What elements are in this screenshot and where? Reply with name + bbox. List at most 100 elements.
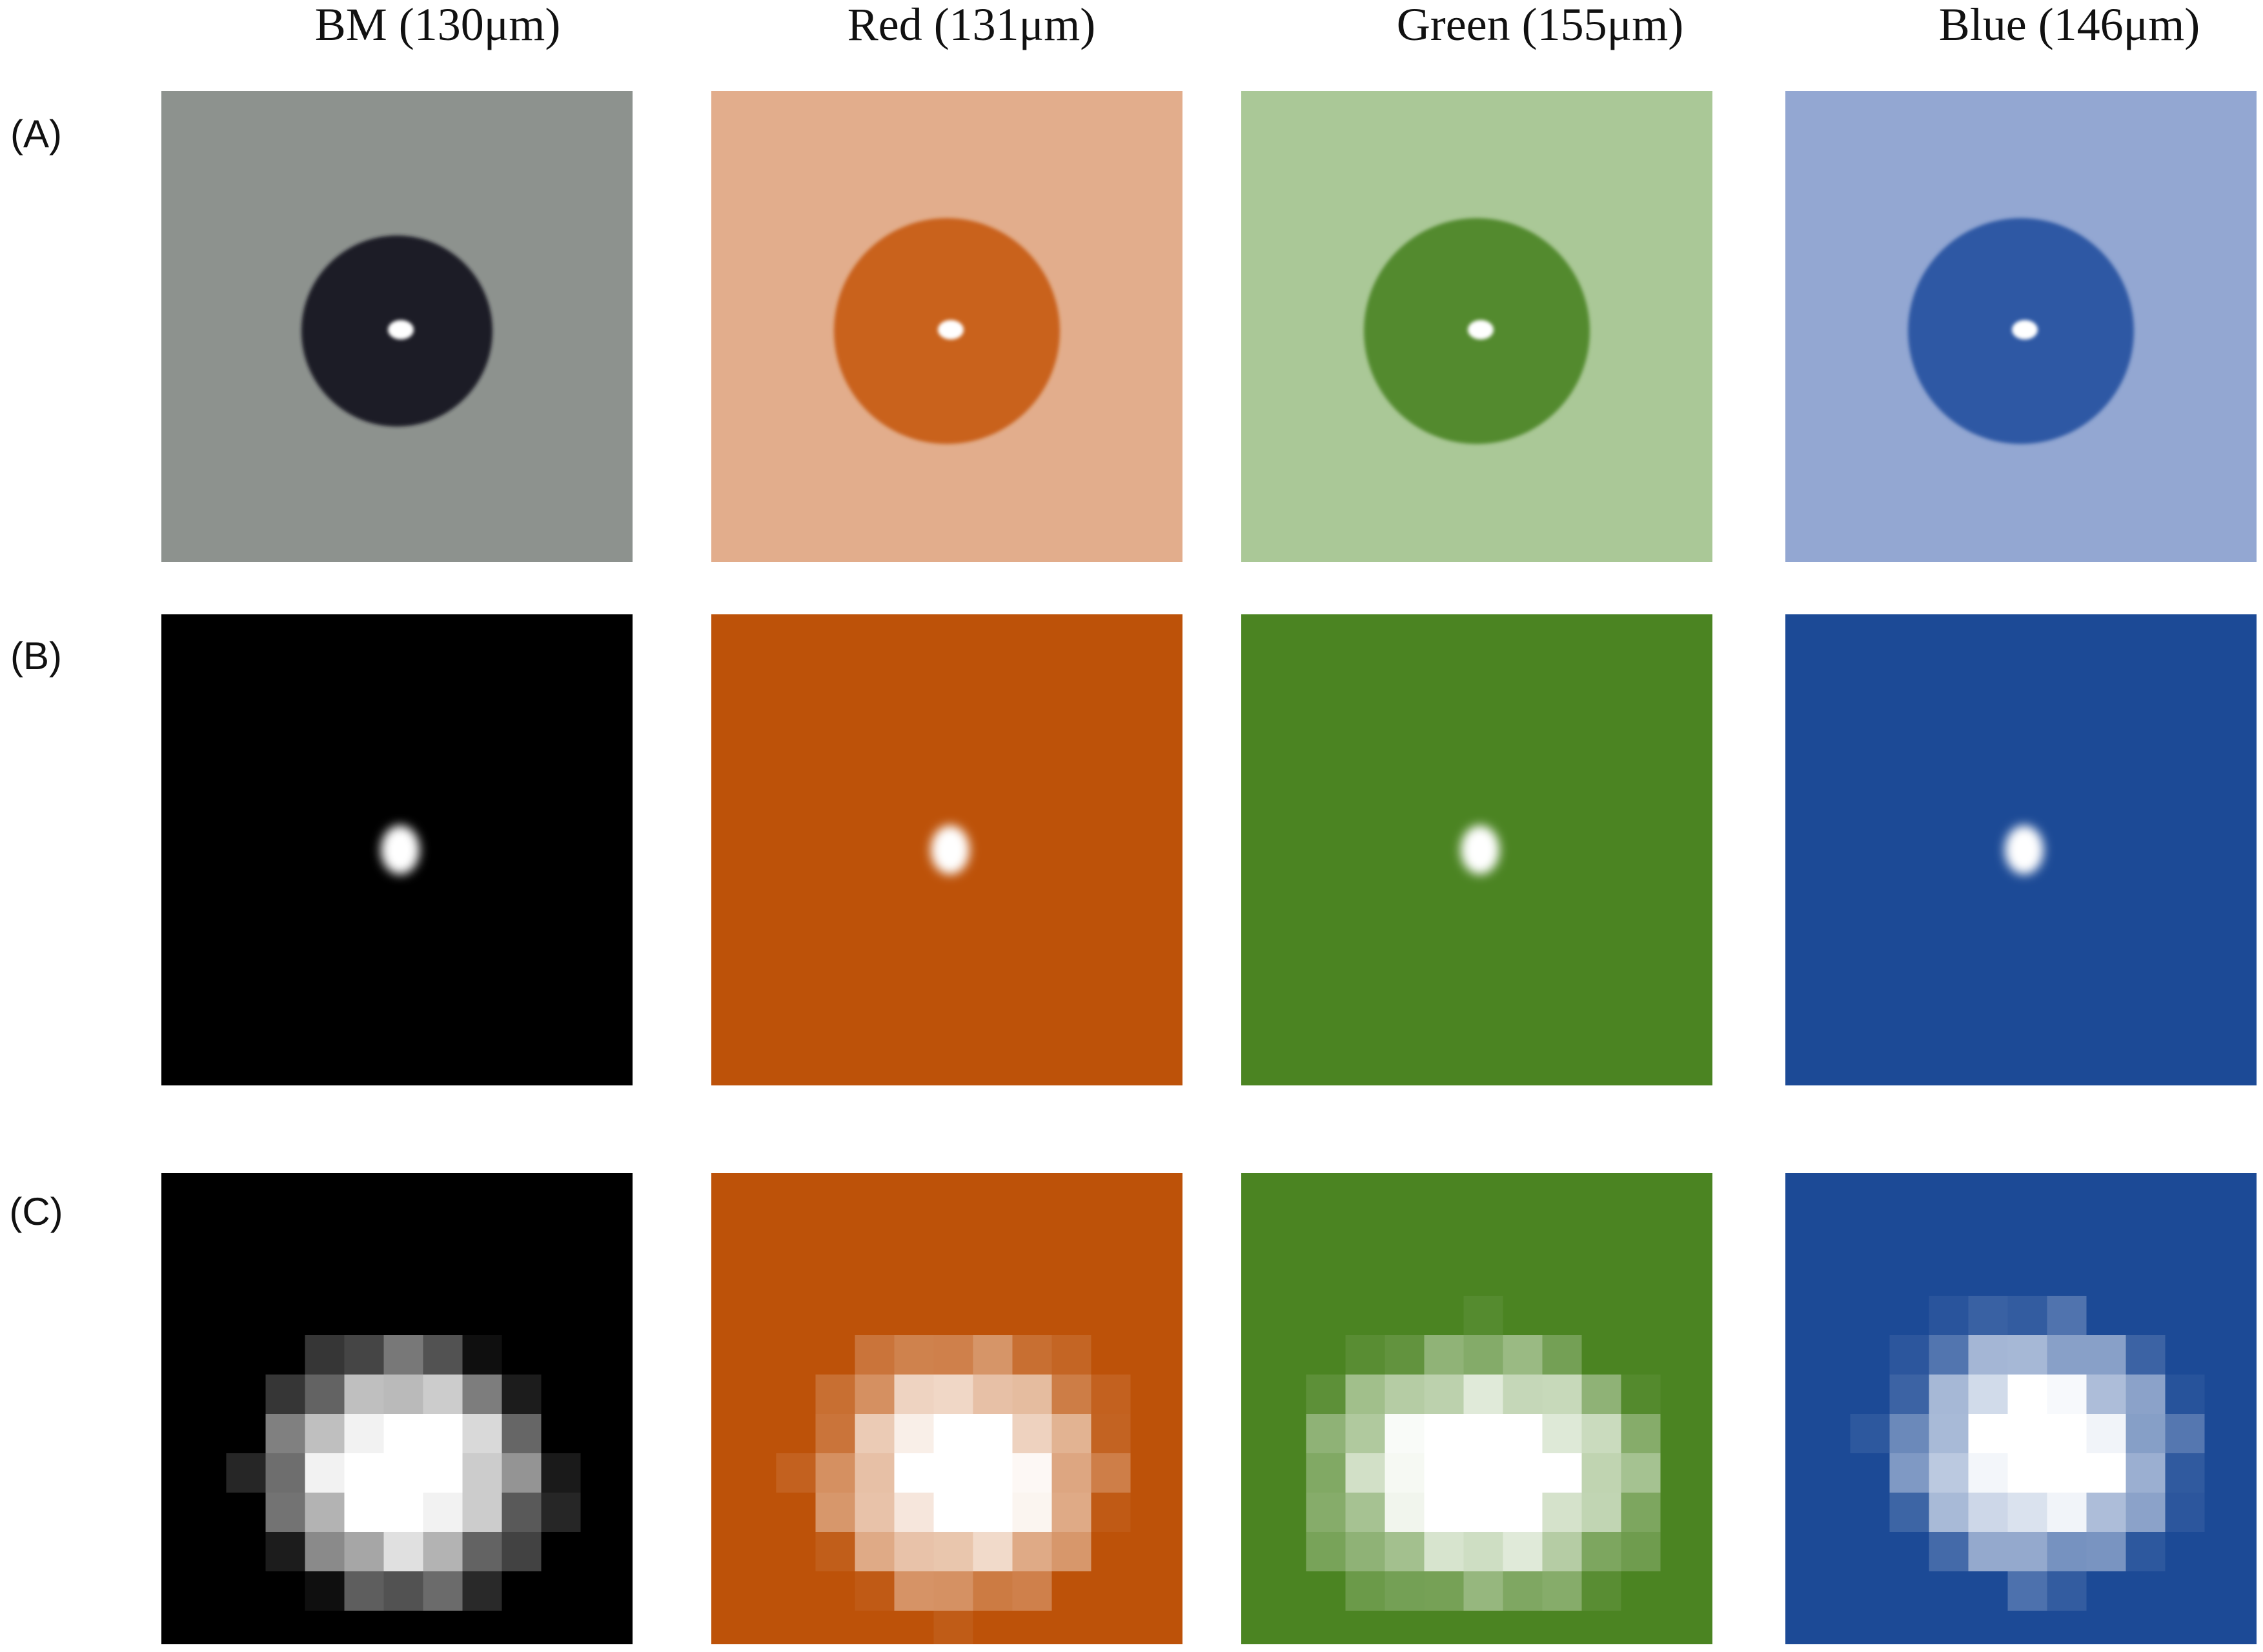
image-panel <box>711 614 1182 1085</box>
pixel <box>462 1453 502 1493</box>
pixel <box>855 1375 895 1414</box>
pixel <box>1929 1296 1969 1335</box>
pixel <box>1424 1335 1464 1375</box>
pixel <box>1345 1375 1385 1414</box>
pixel <box>423 1335 463 1375</box>
pixel <box>933 1375 973 1414</box>
pixel <box>2047 1453 2087 1493</box>
pixel <box>933 1335 973 1375</box>
pixel <box>541 1493 581 1532</box>
pixel <box>1424 1532 1464 1571</box>
pixel <box>1306 1493 1346 1532</box>
pixel <box>855 1414 895 1453</box>
pixel <box>265 1414 305 1453</box>
image-panel <box>1241 614 1712 1085</box>
column-header: Green (155μm) <box>1397 0 1683 50</box>
pixel <box>2007 1375 2047 1414</box>
pixel <box>1051 1375 1091 1414</box>
pixel <box>2126 1453 2166 1493</box>
pixel <box>305 1532 345 1571</box>
pixel <box>2165 1453 2205 1493</box>
pixel <box>1424 1571 1464 1611</box>
row-label: (B) <box>10 634 62 678</box>
pixel <box>2086 1453 2126 1493</box>
pixel <box>815 1375 855 1414</box>
pixel <box>423 1375 463 1414</box>
pixel <box>1968 1296 2008 1335</box>
pixel <box>2047 1571 2087 1611</box>
pixel <box>462 1571 502 1611</box>
image-panel <box>161 91 633 562</box>
pixel <box>1621 1453 1661 1493</box>
pixel <box>1463 1532 1503 1571</box>
pixel <box>2007 1414 2047 1453</box>
pixel <box>1581 1414 1621 1453</box>
pixel <box>1968 1414 2008 1453</box>
light-spot <box>2012 320 2038 339</box>
pixel <box>855 1335 895 1375</box>
pixel <box>305 1493 345 1532</box>
light-spot <box>388 320 414 339</box>
image-panel <box>711 91 1182 562</box>
pixel <box>1345 1493 1385 1532</box>
pixel <box>2007 1493 2047 1532</box>
pixel <box>2126 1414 2166 1453</box>
pixel <box>305 1453 345 1493</box>
pixel <box>1424 1493 1464 1532</box>
pixel <box>933 1453 973 1493</box>
pixel <box>226 1453 266 1493</box>
pixel <box>1424 1375 1464 1414</box>
pixel <box>1542 1453 1582 1493</box>
row-label: (A) <box>10 112 62 156</box>
pixel <box>1621 1414 1661 1453</box>
pixel <box>2126 1335 2166 1375</box>
image-panel <box>1241 1173 1712 1644</box>
pixel <box>1463 1453 1503 1493</box>
image-panel <box>1785 91 2257 562</box>
pixel <box>1581 1493 1621 1532</box>
pixel <box>344 1571 384 1611</box>
pixel <box>1091 1453 1131 1493</box>
pixel <box>1051 1414 1091 1453</box>
pixel <box>933 1532 973 1571</box>
pixel <box>1385 1571 1425 1611</box>
pixel <box>2126 1493 2166 1532</box>
pixel <box>2086 1493 2126 1532</box>
pixel <box>1929 1375 1969 1414</box>
pixel <box>1012 1571 1052 1611</box>
pixel <box>1051 1335 1091 1375</box>
pixel <box>502 1532 542 1571</box>
pixel <box>815 1414 855 1453</box>
column-header: BM (130μm) <box>315 0 561 50</box>
pixel <box>383 1335 423 1375</box>
pixel <box>1463 1375 1503 1414</box>
pixel <box>1929 1335 1969 1375</box>
pixel <box>1621 1375 1661 1414</box>
pixel <box>1012 1375 1052 1414</box>
pixel <box>1091 1414 1131 1453</box>
pixel <box>1051 1453 1091 1493</box>
pixel <box>265 1532 305 1571</box>
image-panel <box>1241 91 1712 562</box>
pixel <box>1051 1532 1091 1571</box>
pixel <box>1051 1493 1091 1532</box>
pixel <box>2047 1335 2087 1375</box>
pixel <box>383 1453 423 1493</box>
pixel <box>344 1493 384 1532</box>
pixel <box>344 1453 384 1493</box>
pixel <box>383 1532 423 1571</box>
pixel <box>1581 1532 1621 1571</box>
pixel <box>1463 1571 1503 1611</box>
pixel <box>1621 1493 1661 1532</box>
pixel <box>1968 1375 2008 1414</box>
pixel <box>1542 1375 1582 1414</box>
pixel <box>2007 1453 2047 1493</box>
pixel <box>776 1453 816 1493</box>
column-header: Red (131μm) <box>847 0 1096 50</box>
pixel <box>1012 1453 1052 1493</box>
pixel <box>265 1453 305 1493</box>
pixel <box>383 1571 423 1611</box>
pixel <box>1889 1453 1929 1493</box>
pixel <box>1542 1414 1582 1453</box>
